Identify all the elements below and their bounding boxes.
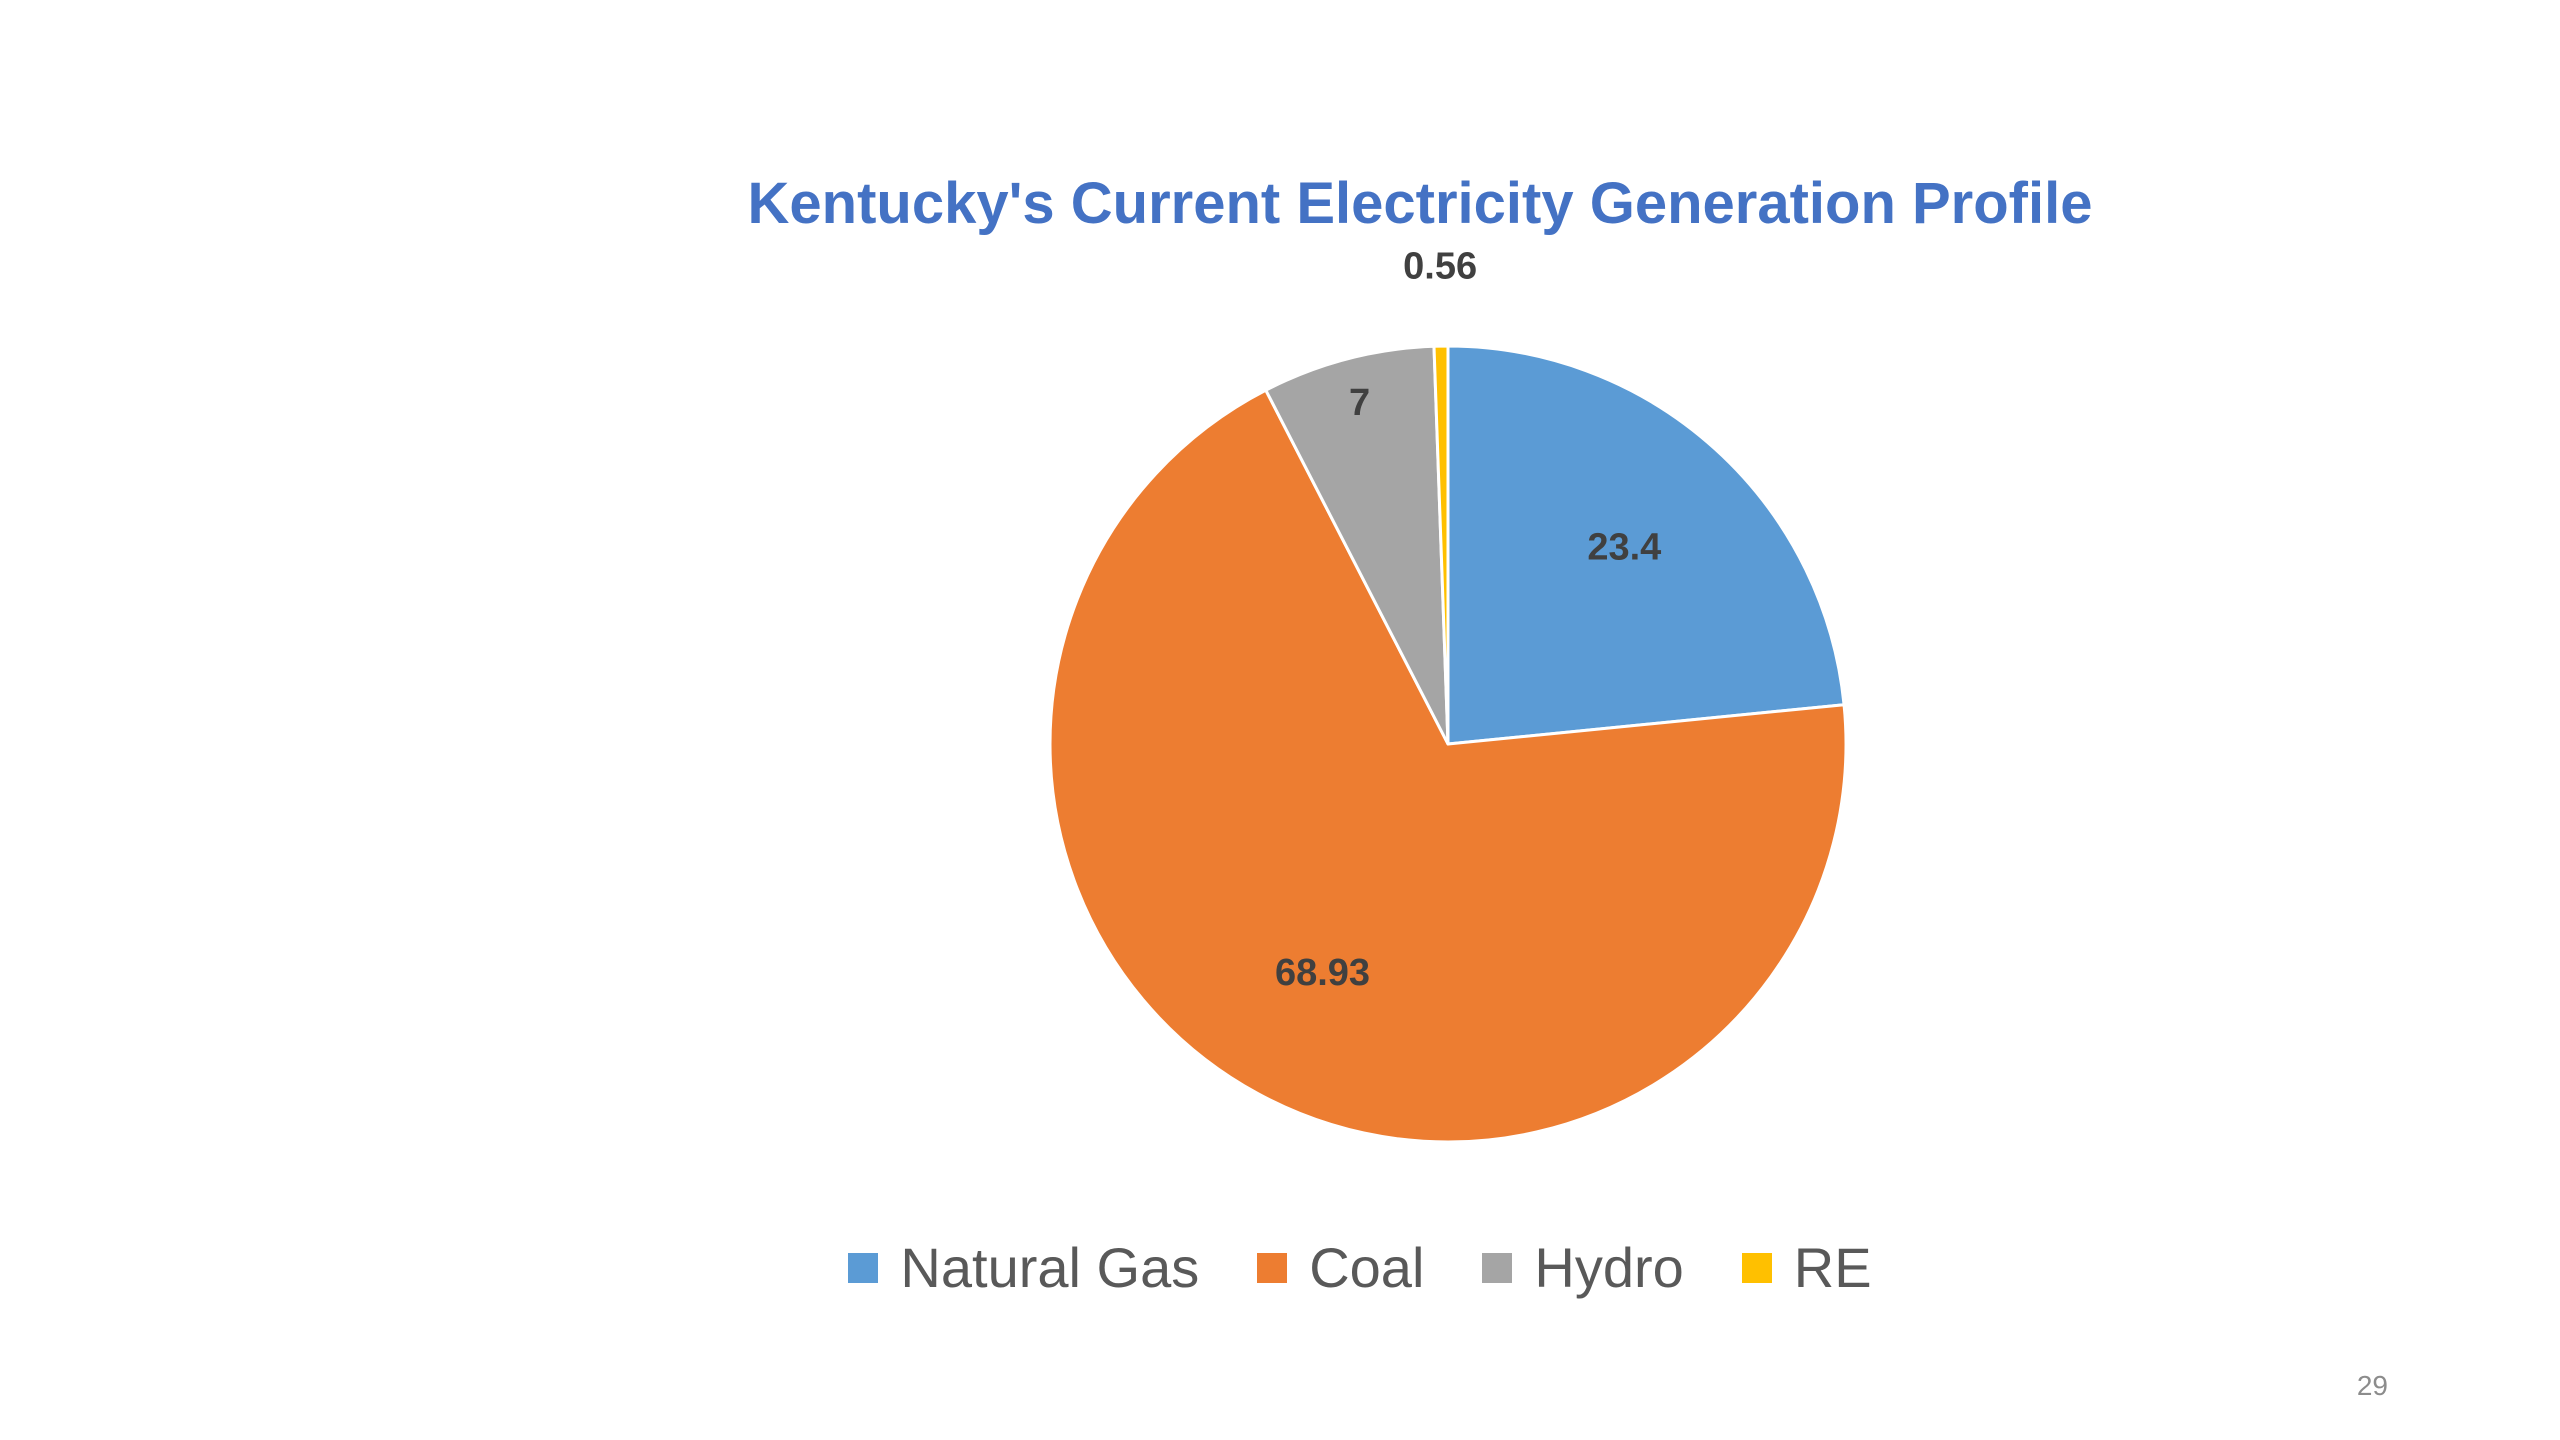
- legend-item-natural-gas: Natural Gas: [848, 1235, 1199, 1300]
- legend-label: Coal: [1309, 1236, 1425, 1299]
- pie-slices: [1048, 344, 1848, 1144]
- legend-item-re: RE: [1741, 1235, 1872, 1300]
- legend-swatch: [1482, 1252, 1513, 1283]
- legend-swatch: [848, 1252, 879, 1283]
- data-label-hydro: 7: [1349, 382, 1370, 424]
- legend-item-coal: Coal: [1257, 1235, 1424, 1300]
- slice-natural-gas: [1446, 344, 1846, 746]
- pie-data-labels: 23.4 68.93 7 0.56: [1275, 245, 1661, 993]
- data-label-natural-gas: 23.4: [1587, 526, 1661, 568]
- page-number: 29: [2356, 1370, 2388, 1401]
- legend-swatch: [1741, 1252, 1772, 1283]
- slice-re: [1432, 344, 1450, 746]
- data-label-re: 0.56: [1403, 245, 1477, 287]
- data-label-coal: 68.93: [1275, 952, 1370, 994]
- legend-label: RE: [1793, 1236, 1872, 1299]
- legend-label: Natural Gas: [900, 1236, 1200, 1299]
- slice-coal: [1048, 388, 1848, 1144]
- legend-item-hydro: Hydro: [1482, 1235, 1684, 1300]
- slice-hydro: [1264, 344, 1450, 746]
- chart-legend: Natural Gas Coal Hydro RE: [0, 1235, 2560, 1300]
- chart-title: Kentucky's Current Electricity Generatio…: [747, 171, 2093, 236]
- legend-label: Hydro: [1534, 1236, 1684, 1299]
- legend-swatch: [1257, 1252, 1288, 1283]
